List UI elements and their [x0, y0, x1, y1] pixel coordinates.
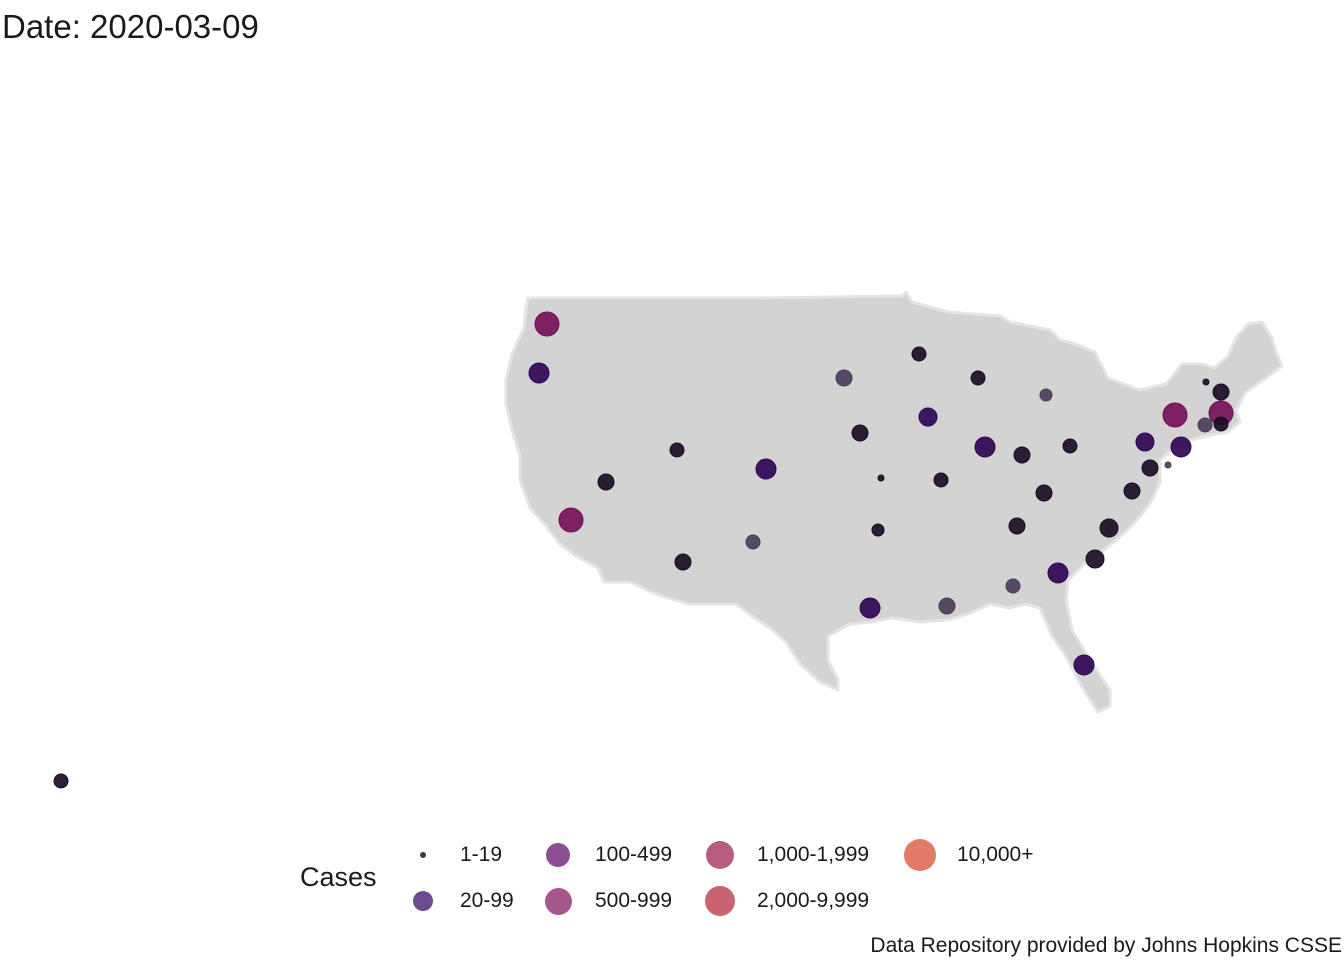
legend-key-1-19: [406, 838, 440, 872]
legend-key-2000-9999: [703, 884, 737, 918]
case-point: [1085, 549, 1105, 569]
case-point: [669, 442, 685, 458]
case-point: [755, 458, 777, 480]
case-point: [911, 346, 927, 362]
legend-title: Cases: [300, 862, 377, 892]
case-point: [871, 523, 885, 537]
legend-label: 500-999: [595, 889, 673, 912]
legend-label: 2,000-9,999: [757, 889, 870, 912]
case-point: [1135, 432, 1155, 452]
legend-label: 100-499: [595, 843, 673, 866]
case-point: [859, 597, 881, 619]
case-point: [1170, 436, 1192, 458]
case-point: [1035, 484, 1053, 502]
case-point: [918, 407, 938, 427]
legend-label: 1,000-1,999: [757, 843, 870, 866]
legend-key-20-99: [406, 884, 440, 918]
case-point: [1008, 517, 1026, 535]
case-point: [1039, 388, 1053, 402]
case-point: [528, 362, 550, 384]
legend-label: 20-99: [460, 889, 514, 912]
contiguous-us-landmass: [504, 290, 1284, 714]
data-source-caption: Data Repository provided by Johns Hopkin…: [870, 934, 1342, 957]
legend-item-100-499: 100-499: [541, 838, 672, 872]
case-points: [53, 311, 1234, 789]
case-point: [970, 370, 986, 386]
case-point: [1062, 438, 1078, 454]
case-point: [1202, 378, 1210, 386]
case-point: [1212, 383, 1230, 401]
case-point: [534, 311, 560, 337]
legend-label: 1-19: [460, 843, 503, 866]
case-point: [1213, 416, 1229, 432]
legend: Cases 1-19 20-99 100-499 500-999 1,000-1…: [300, 838, 1100, 928]
case-point: [1099, 518, 1119, 538]
legend-item-20-99: 20-99: [406, 884, 514, 918]
case-point: [933, 472, 949, 488]
case-point: [1047, 562, 1069, 584]
case-point: [835, 369, 853, 387]
legend-item-2000-9999: 2,000-9,999: [703, 884, 869, 918]
map-title: Date: 2020-03-09: [2, 8, 259, 45]
legend-item-10000-plus: 10,000+: [903, 838, 1034, 872]
legend-item-500-999: 500-999: [541, 884, 672, 918]
legend-key-100-499: [541, 838, 575, 872]
case-point: [558, 507, 584, 533]
case-point: [53, 773, 69, 789]
legend-key-500-999: [541, 884, 575, 918]
legend-swatch: [420, 852, 426, 858]
case-point: [745, 534, 761, 550]
case-point: [877, 474, 885, 482]
case-point: [1197, 417, 1213, 433]
legend-key-1000-1999: [703, 838, 737, 872]
case-point: [1141, 459, 1159, 477]
case-point: [938, 597, 956, 615]
case-point: [1123, 482, 1141, 500]
case-point: [1162, 402, 1188, 428]
legend-key-10000-plus: [903, 838, 937, 872]
case-point: [851, 424, 869, 442]
case-point: [1005, 578, 1021, 594]
case-point: [974, 436, 996, 458]
case-point: [597, 473, 615, 491]
case-point: [674, 553, 692, 571]
case-point: [1073, 654, 1095, 676]
case-point: [1013, 446, 1031, 464]
case-point: [1164, 461, 1172, 469]
legend-item-1-19: 1-19: [406, 838, 502, 872]
legend-label: 10,000+: [957, 843, 1034, 866]
legend-item-1000-1999: 1,000-1,999: [703, 838, 869, 872]
